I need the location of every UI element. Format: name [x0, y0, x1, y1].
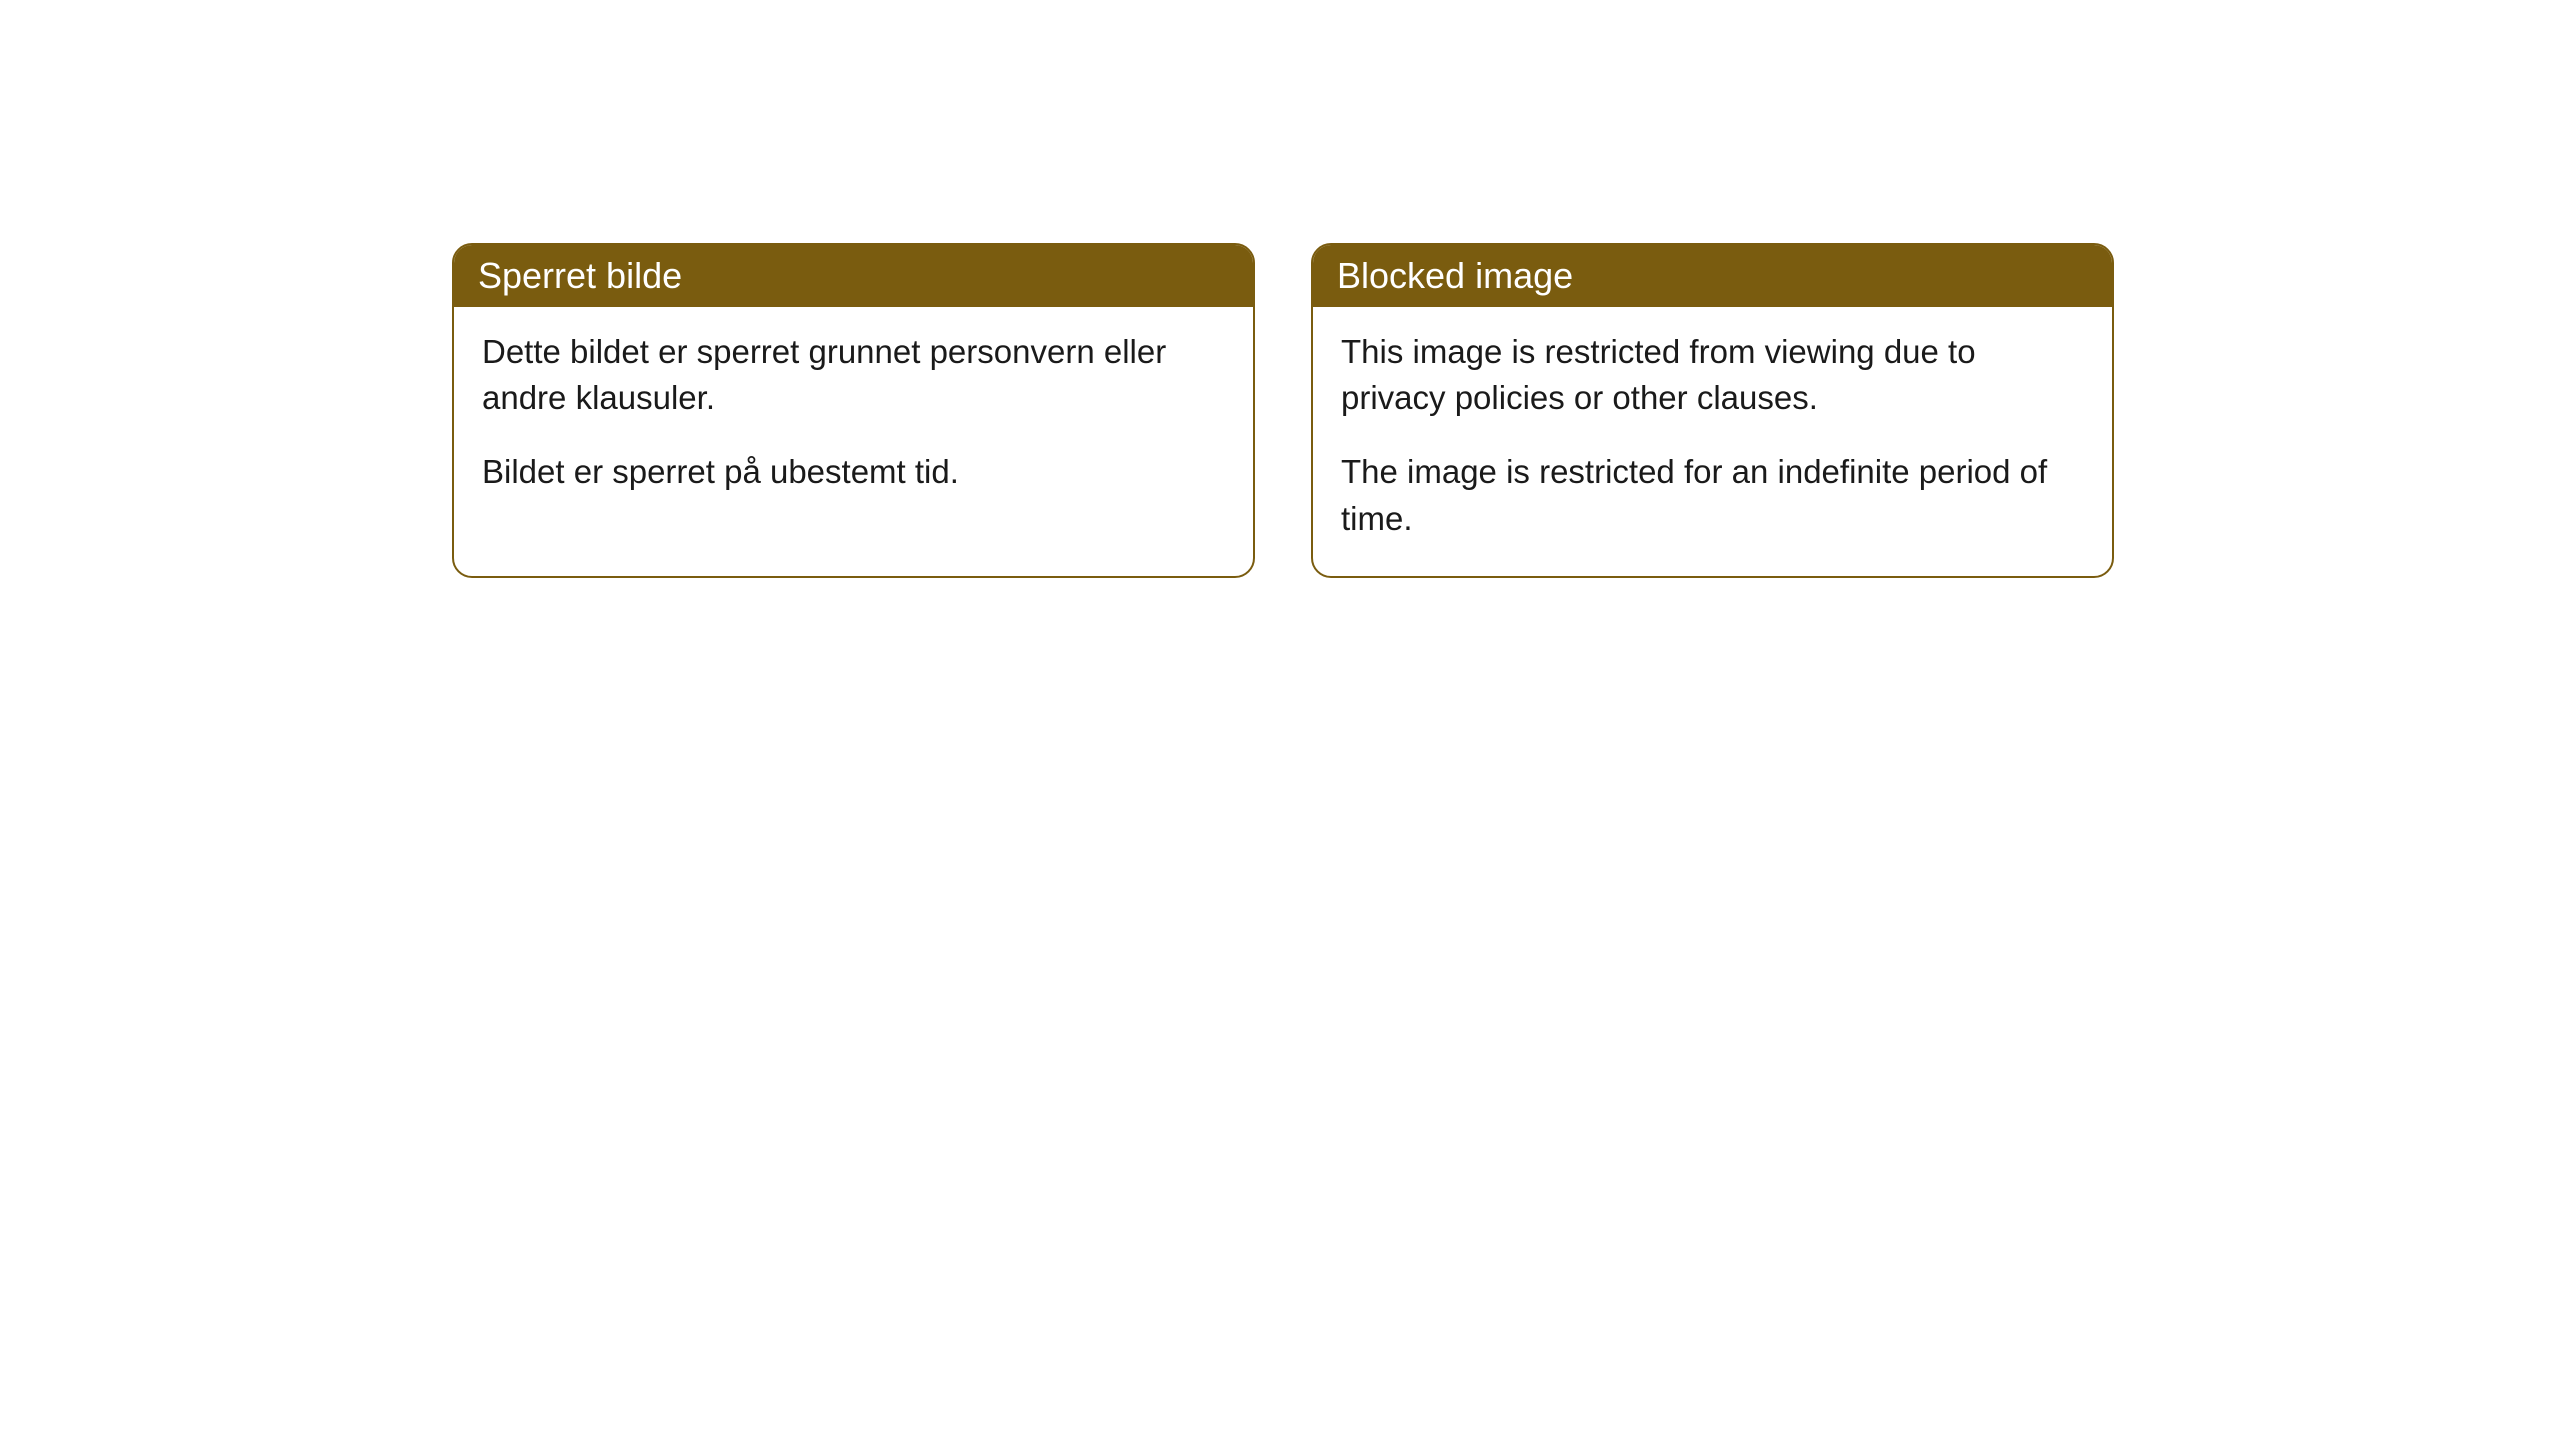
notice-cards-container: Sperret bilde Dette bildet er sperret gr… [452, 243, 2114, 578]
card-title: Blocked image [1337, 255, 1573, 296]
card-title: Sperret bilde [478, 255, 682, 296]
blocked-image-card-norwegian: Sperret bilde Dette bildet er sperret gr… [452, 243, 1255, 578]
card-body-english: This image is restricted from viewing du… [1313, 307, 2112, 576]
card-header-english: Blocked image [1313, 245, 2112, 307]
card-paragraph: Bildet er sperret på ubestemt tid. [482, 449, 1225, 495]
card-paragraph: The image is restricted for an indefinit… [1341, 449, 2084, 541]
card-paragraph: Dette bildet er sperret grunnet personve… [482, 329, 1225, 421]
card-header-norwegian: Sperret bilde [454, 245, 1253, 307]
blocked-image-card-english: Blocked image This image is restricted f… [1311, 243, 2114, 578]
card-body-norwegian: Dette bildet er sperret grunnet personve… [454, 307, 1253, 530]
card-paragraph: This image is restricted from viewing du… [1341, 329, 2084, 421]
